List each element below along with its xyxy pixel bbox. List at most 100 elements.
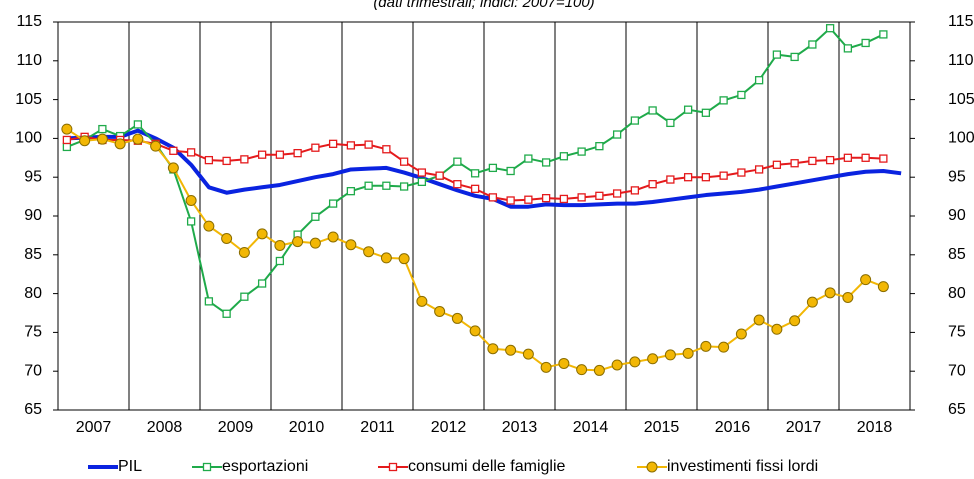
marker (382, 145, 391, 154)
marker (327, 231, 339, 243)
marker (204, 297, 214, 306)
marker (824, 287, 836, 299)
marker (364, 181, 373, 190)
marker (790, 159, 799, 168)
marker (559, 152, 569, 161)
marker (506, 166, 515, 176)
x-tick-label: 2011 (360, 419, 395, 436)
marker (79, 135, 91, 147)
marker (434, 305, 446, 317)
marker (576, 364, 588, 376)
marker (612, 189, 622, 198)
marker (364, 140, 373, 149)
marker (648, 106, 657, 115)
marker (167, 162, 179, 174)
marker (257, 279, 267, 288)
y-tick-label: 110 (16, 52, 42, 69)
marker (877, 281, 889, 293)
y2-tick-label: 110 (948, 52, 974, 69)
marker (256, 228, 268, 240)
y2-tick-label: 80 (948, 285, 966, 302)
x-tick-label: 2013 (502, 419, 538, 436)
y-tick-label: 85 (24, 246, 42, 263)
y-tick-label: 65 (24, 401, 42, 418)
legend-label: PIL (118, 458, 142, 475)
y-tick-label: 80 (24, 285, 42, 302)
marker (772, 50, 782, 59)
marker (417, 177, 427, 187)
x-tick-label: 2012 (431, 419, 467, 436)
marker (417, 168, 427, 177)
x-tick-label: 2018 (857, 419, 893, 436)
marker (630, 186, 640, 195)
marker (737, 168, 746, 177)
marker (169, 146, 178, 155)
marker (328, 199, 338, 208)
marker (577, 147, 586, 156)
y-tick-label: 115 (16, 13, 42, 30)
marker (611, 359, 623, 371)
marker (737, 90, 746, 100)
y-tick-label: 70 (24, 362, 42, 379)
marker (879, 154, 888, 163)
marker (62, 142, 72, 152)
marker (399, 157, 409, 166)
marker (524, 195, 533, 204)
marker (311, 143, 320, 152)
x-tick-label: 2010 (289, 419, 325, 436)
marker (701, 173, 711, 182)
x-tick-label: 2015 (644, 419, 680, 436)
marker (399, 182, 409, 191)
marker (593, 364, 605, 376)
marker (666, 175, 675, 184)
marker (453, 180, 462, 189)
marker (505, 344, 517, 356)
marker (186, 148, 196, 157)
marker (222, 309, 231, 318)
y-tick-label: 105 (15, 91, 42, 108)
marker (648, 180, 657, 189)
marker (559, 194, 569, 204)
marker (808, 156, 817, 166)
y-tick-label: 95 (24, 168, 42, 185)
marker (114, 138, 126, 150)
marker (453, 157, 462, 166)
marker (275, 150, 285, 159)
marker (222, 156, 231, 166)
marker (612, 130, 622, 139)
marker (558, 357, 570, 369)
marker (382, 181, 391, 190)
marker (664, 349, 676, 361)
marker (843, 153, 853, 162)
x-tick-label: 2016 (715, 419, 751, 436)
marker (842, 291, 854, 303)
series-line (66, 128, 902, 209)
marker (861, 38, 870, 48)
marker (470, 184, 480, 193)
marker (186, 217, 196, 226)
y-tick-label: 75 (24, 324, 42, 341)
marker (469, 325, 481, 337)
marker (541, 194, 551, 203)
marker (754, 76, 764, 85)
marker (98, 124, 107, 134)
marker (595, 142, 604, 151)
marker (328, 139, 338, 148)
marker (524, 154, 533, 163)
marker (843, 44, 853, 53)
y2-tick-label: 100 (948, 130, 974, 147)
marker (683, 173, 693, 182)
marker (311, 212, 320, 221)
marker (204, 155, 214, 165)
marker (595, 191, 604, 200)
marker (240, 155, 249, 164)
marker (808, 40, 817, 49)
marker (700, 340, 712, 352)
marker (630, 116, 640, 125)
legend-marker (388, 462, 398, 472)
y2-tick-label: 90 (948, 207, 966, 224)
marker (132, 133, 144, 145)
y-tick-label: 100 (15, 130, 42, 147)
marker (345, 239, 357, 251)
marker (416, 295, 428, 307)
